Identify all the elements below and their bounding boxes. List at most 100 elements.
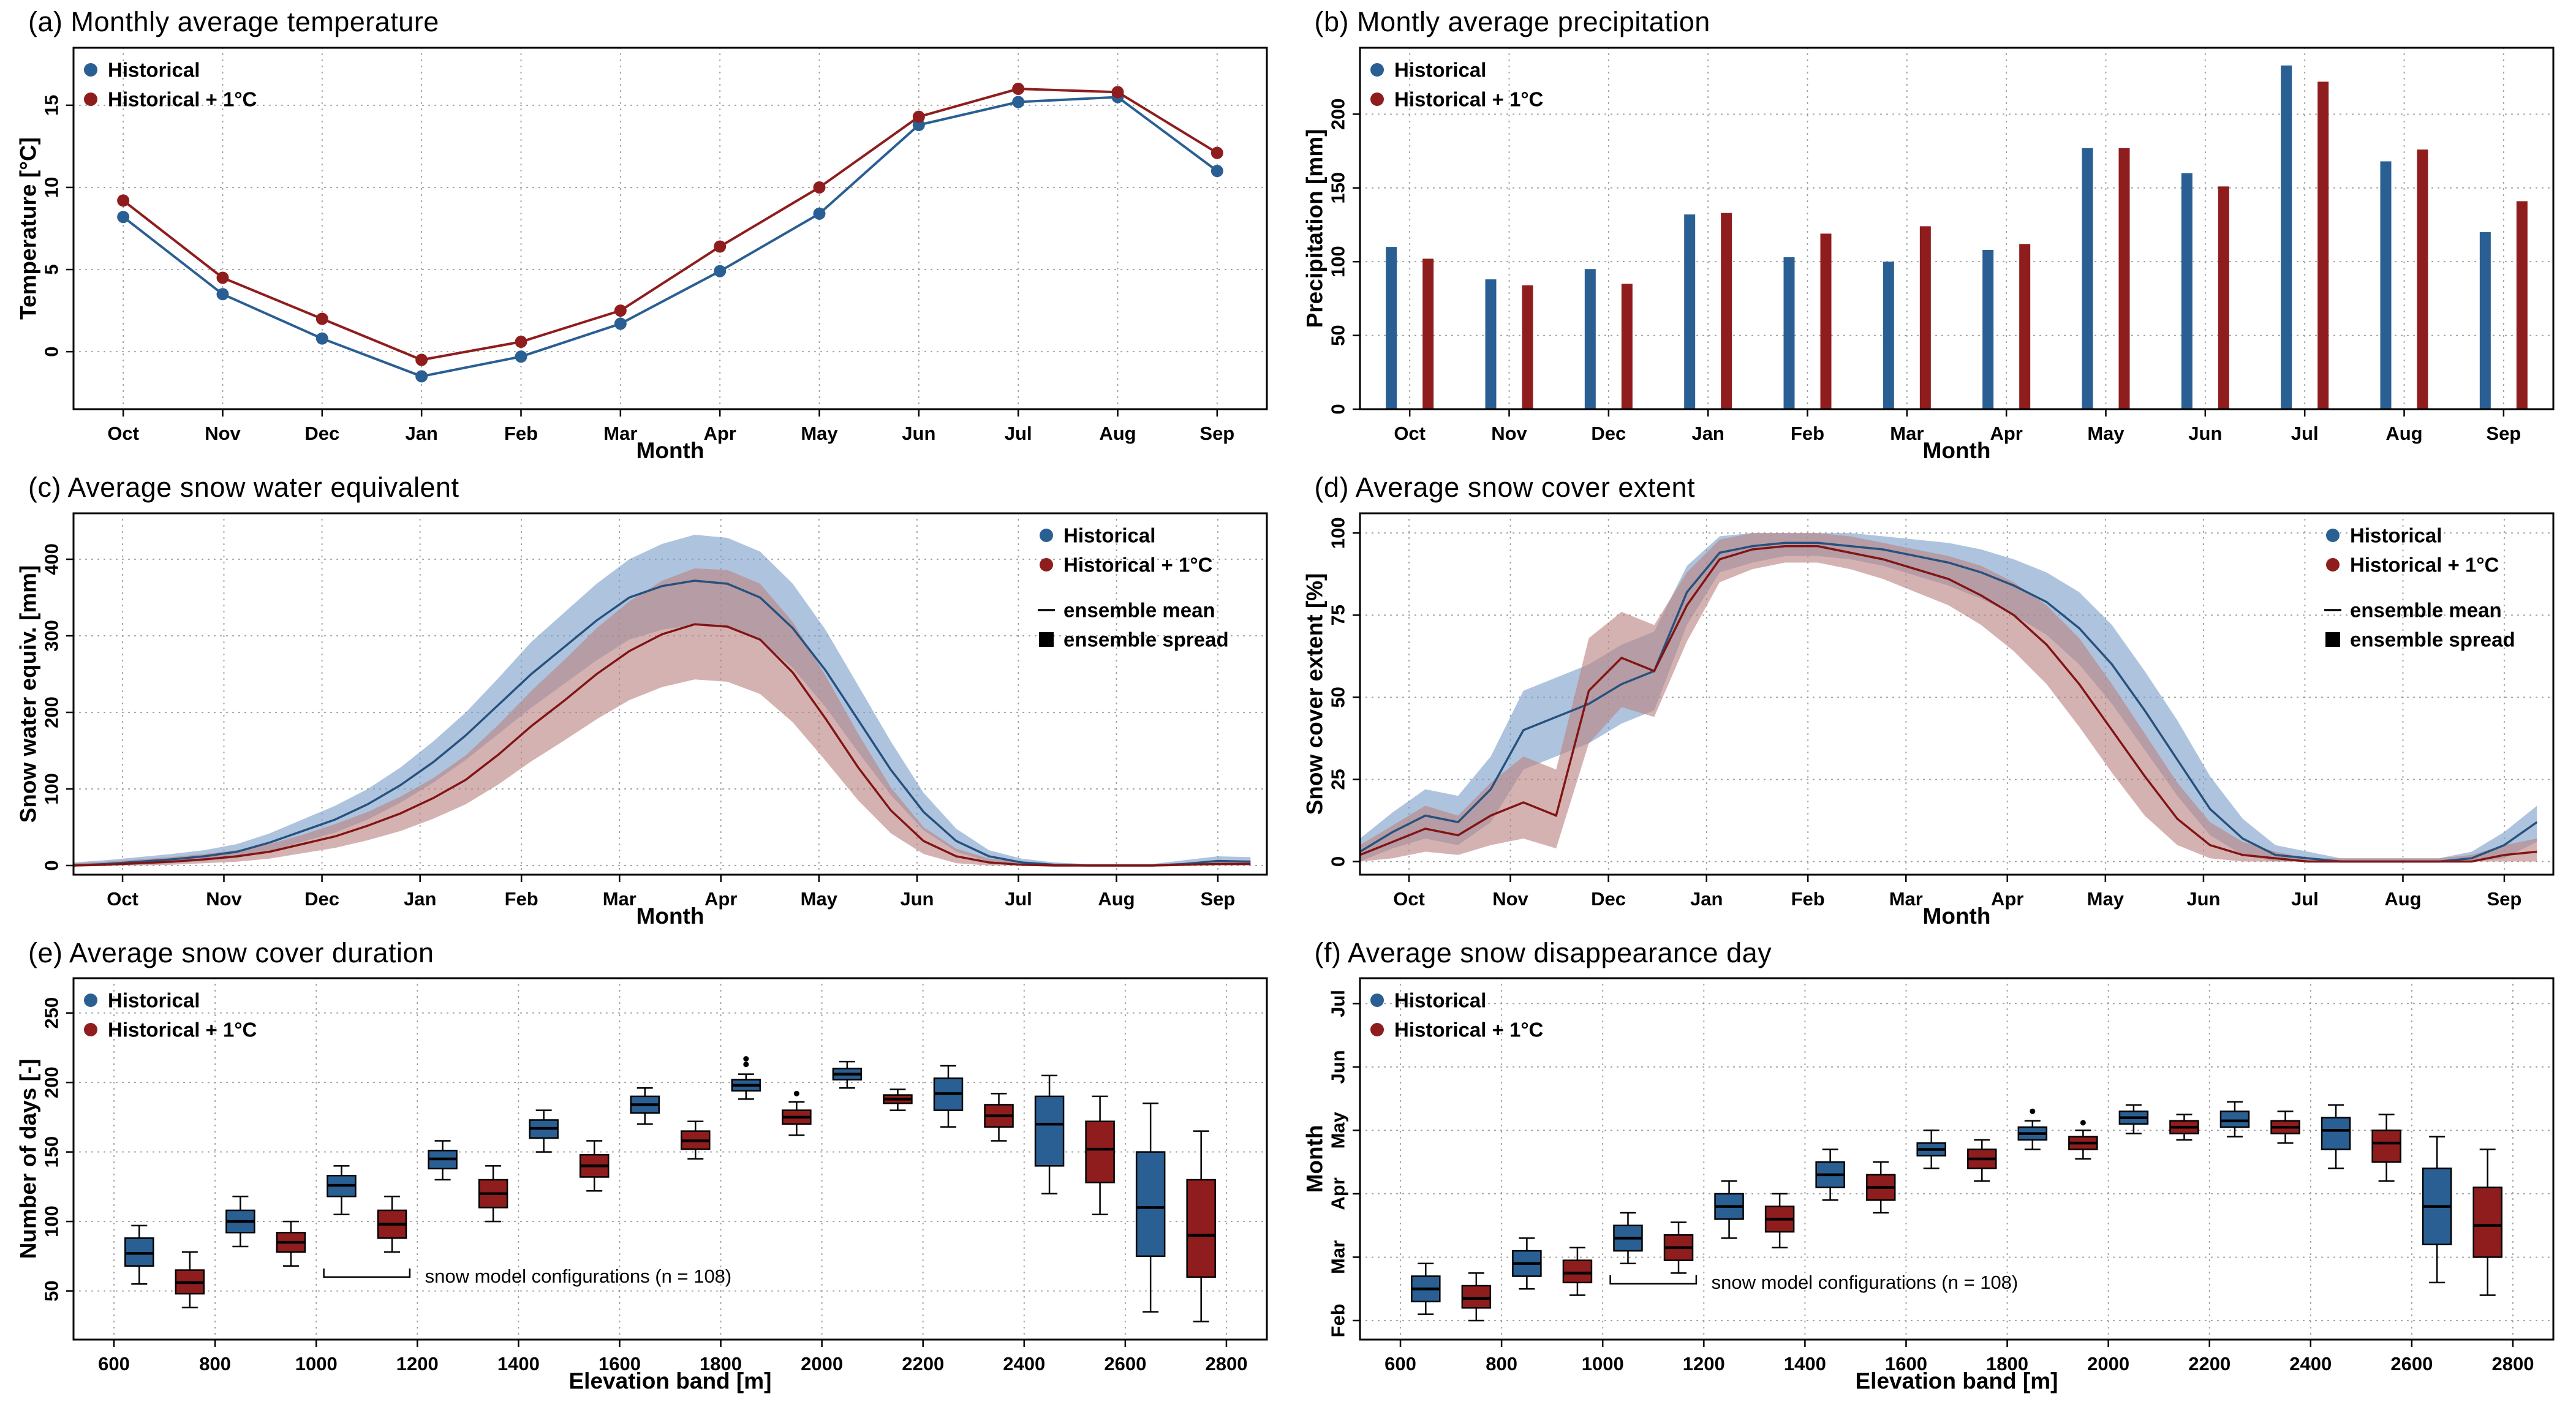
svg-text:Historical + 1°C: Historical + 1°C — [1394, 88, 1543, 110]
temperature-chart: 0 5 10 15 Oct Nov Dec Jan Feb Mar Apr May Jun Jul Aug S… — [16, 47, 1268, 463]
panel-snow-cover-duration-title: (e) Average snow cover duration — [28, 937, 434, 968]
svg-text:250: 250 — [41, 997, 62, 1029]
legend: Historical Historical + 1°C ensemble mean e… — [2324, 524, 2515, 651]
svg-text:Jan: Jan — [405, 423, 437, 444]
svg-text:Nov: Nov — [1492, 888, 1528, 910]
svg-text:600: 600 — [98, 1353, 130, 1375]
svg-text:Oct: Oct — [107, 423, 139, 444]
svg-text:Snow water equiv. [mm]: Snow water equiv. [mm] — [16, 565, 41, 823]
boxes-historical-1-c — [1461, 1111, 2502, 1322]
legend: Historical Historical + 1°C ensemble mean e… — [1038, 524, 1229, 651]
panel-temperature-title: (a) Monthly average temperature — [28, 6, 439, 37]
svg-text:Dec: Dec — [1591, 423, 1626, 444]
svg-text:snow model configurations (n =: snow model configurations (n = 108) — [1711, 1272, 2018, 1293]
panel-snow-cover-extent-title: (d) Average snow cover extent — [1314, 471, 1695, 503]
svg-text:Aug: Aug — [2384, 888, 2421, 910]
series-historical-1-c — [1422, 81, 2528, 409]
spread-historical-1-c — [74, 568, 1251, 866]
svg-text:Month: Month — [636, 903, 704, 929]
svg-text:300: 300 — [41, 620, 62, 652]
plot-border — [1359, 47, 2554, 410]
grid — [73, 47, 1267, 410]
svg-text:Jan: Jan — [404, 888, 436, 910]
svg-text:100: 100 — [1327, 517, 1348, 549]
plot-border — [72, 47, 1268, 410]
legend: Historical Historical + 1°C — [84, 58, 257, 110]
svg-text:Mar: Mar — [1327, 1240, 1348, 1274]
svg-text:Apr: Apr — [1990, 423, 2022, 444]
svg-text:1400: 1400 — [497, 1353, 540, 1375]
mean-historical-1-c — [1359, 545, 2537, 862]
svg-text:2600: 2600 — [2390, 1353, 2433, 1375]
svg-text:1600: 1600 — [1884, 1353, 1927, 1375]
svg-text:2800: 2800 — [2491, 1353, 2534, 1375]
svg-text:Feb: Feb — [1791, 888, 1824, 910]
svg-text:Jul: Jul — [2291, 423, 2318, 444]
plot-border — [1359, 977, 2554, 1341]
svg-text:Month: Month — [1302, 1125, 1327, 1193]
axes: Feb Mar Apr May Jun Jul 600 800 1000 1200 1400 1600… — [1302, 990, 2534, 1393]
svg-text:2200: 2200 — [2188, 1353, 2230, 1375]
panel-precipitation-title: (b) Montly average precipitation — [1314, 6, 1710, 37]
svg-text:200: 200 — [1327, 98, 1348, 130]
svg-text:2400: 2400 — [2289, 1353, 2332, 1375]
panel-snow-disappearance-day: (f) Average snow disappearance day Feb Ma… — [1293, 935, 2569, 1398]
svg-text:2600: 2600 — [1104, 1353, 1146, 1375]
svg-text:1800: 1800 — [700, 1353, 742, 1375]
svg-text:Historical: Historical — [108, 58, 200, 81]
svg-text:0: 0 — [41, 346, 62, 356]
svg-text:Elevation band [m]: Elevation band [m] — [569, 1368, 772, 1393]
svg-text:Precipitation [mm]: Precipitation [mm] — [1302, 129, 1327, 328]
svg-text:1200: 1200 — [1682, 1353, 1724, 1375]
svg-text:200: 200 — [40, 1067, 62, 1099]
svg-text:Historical: Historical — [1394, 989, 1486, 1012]
svg-text:ensemble mean: ensemble mean — [2350, 598, 2502, 621]
svg-text:Nov: Nov — [1491, 423, 1527, 444]
svg-text:1400: 1400 — [1783, 1353, 1826, 1375]
svg-text:Jun: Jun — [902, 423, 935, 444]
svg-text:Historical + 1°C: Historical + 1°C — [108, 1019, 257, 1041]
svg-text:Temperature [°C]: Temperature [°C] — [16, 137, 41, 320]
svg-text:Historical + 1°C: Historical + 1°C — [1394, 1019, 1543, 1041]
svg-text:2000: 2000 — [2087, 1353, 2129, 1375]
svg-text:0: 0 — [41, 860, 62, 870]
svg-text:Sep: Sep — [1199, 423, 1234, 444]
svg-text:Month: Month — [1922, 438, 1990, 463]
grid — [1359, 47, 2554, 410]
svg-text:snow model configurations (n =: snow model configurations (n = 108) — [425, 1265, 732, 1287]
svg-text:Jul: Jul — [1005, 423, 1032, 444]
annotation: snow model configurations (n = 108) — [1609, 1272, 2018, 1293]
legend: Historical Historical + 1°C — [1370, 58, 1543, 110]
svg-text:Sep: Sep — [2487, 888, 2521, 910]
panel-snow-water-equivalent: (c) Average snow water equivalent 0 100 20… — [7, 470, 1283, 932]
svg-text:May: May — [801, 423, 838, 444]
svg-text:75: 75 — [1327, 605, 1348, 625]
svg-text:1800: 1800 — [1986, 1353, 2028, 1375]
svg-text:800: 800 — [199, 1353, 231, 1375]
svg-text:Sep: Sep — [1201, 888, 1236, 910]
series-historical — [1385, 65, 2491, 409]
svg-text:Mar: Mar — [1889, 888, 1922, 910]
svg-text:Oct: Oct — [1393, 888, 1425, 910]
spread-historical-1-c — [1359, 532, 2537, 861]
svg-text:Historical: Historical — [2350, 524, 2442, 546]
svg-text:2800: 2800 — [1205, 1353, 1247, 1375]
plot-border — [72, 512, 1268, 875]
svg-text:Jun: Jun — [1327, 1050, 1348, 1084]
mean-historical-1-c — [73, 622, 1251, 867]
snow-cover-extent-chart: 0 25 50 75 100 Oct Nov Dec Jan Feb Mar Apr May Jun Jul… — [1302, 512, 2554, 929]
legend: Historical Historical + 1°C — [84, 989, 257, 1041]
svg-text:Mar: Mar — [603, 423, 637, 444]
svg-text:Number of days [-]: Number of days [-] — [16, 1059, 41, 1259]
svg-text:Nov: Nov — [205, 423, 241, 444]
svg-text:May: May — [2087, 423, 2125, 444]
precipitation-chart: 0 50 100 150 200 Oct Nov Dec Jan Feb Mar Apr May Jun J… — [1302, 47, 2554, 463]
snow-water-equivalent-chart: 0 100 200 300 400 Oct Nov Dec Jan Feb Mar Apr May Jun… — [16, 512, 1268, 929]
svg-text:Historical: Historical — [108, 989, 200, 1012]
svg-text:ensemble spread: ensemble spread — [2350, 628, 2515, 651]
svg-text:Jun: Jun — [900, 888, 934, 910]
svg-text:Aug: Aug — [2385, 423, 2422, 444]
svg-text:50: 50 — [40, 1281, 62, 1302]
svg-text:Oct: Oct — [107, 888, 138, 910]
